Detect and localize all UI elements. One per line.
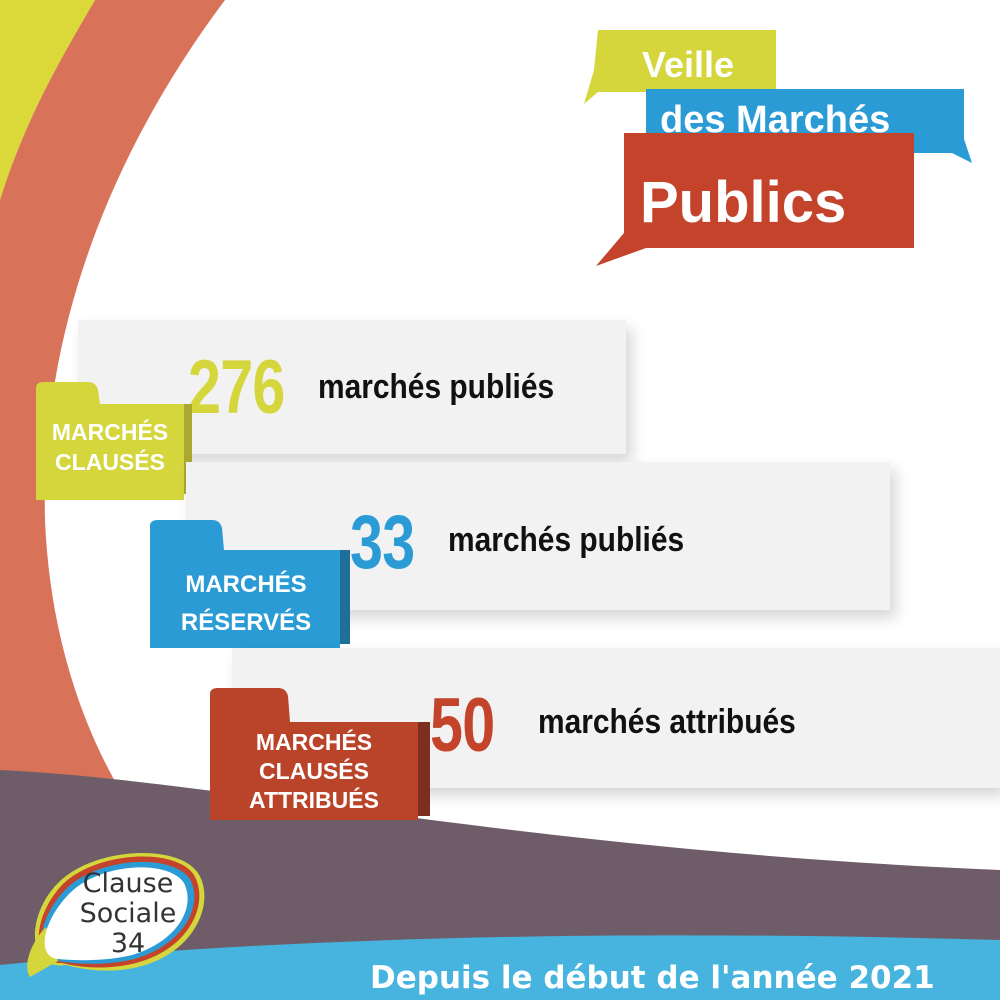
tag-1-line-1: MARCHÉS — [51, 419, 169, 445]
tag-3-line-1: MARCHÉS — [255, 729, 373, 755]
tag-2-line-2: RÉSERVÉS — [180, 609, 312, 637]
stat-number-2: 33 — [350, 500, 415, 585]
tag-marches-clauses-attribues: MARCHÉS CLAUSÉS ATTRIBUÉS — [210, 688, 430, 820]
logo-line-1: Clause — [82, 868, 174, 899]
folder-shape-blue — [150, 520, 350, 648]
tag-text-3: MARCHÉS CLAUSÉS ATTRIBUÉS — [210, 728, 418, 814]
coral-swoosh — [0, 0, 225, 790]
tag-1-line-2: CLAUSÉS — [55, 448, 165, 475]
folder-shape-red — [210, 688, 430, 820]
tag-marches-reserves: MARCHÉS RÉSERVÉS — [150, 520, 350, 648]
logo-bubble-icon — [27, 852, 205, 977]
title-bubble-publics: Publics — [596, 133, 914, 268]
logo-text: Clause Sociale 34 — [58, 868, 198, 960]
stat-label-3: marchés attribués — [538, 703, 796, 741]
title-line-1: Veille — [642, 44, 735, 85]
stat-number-3: 50 — [430, 683, 495, 768]
stat-number-1: 276 — [188, 345, 285, 430]
tag-marches-clauses: MARCHÉS CLAUSÉS — [36, 382, 192, 500]
bubble-shape-red — [596, 133, 914, 266]
logo-line-3: 34 — [110, 928, 146, 960]
clause-sociale-logo: Clause Sociale 34 — [18, 845, 208, 977]
tag-text-2: MARCHÉS RÉSERVÉS — [150, 566, 342, 643]
tag-2-line-1: MARCHÉS — [185, 571, 307, 598]
bubble-shape-yellow — [584, 30, 776, 104]
title-line-3: Publics — [640, 170, 847, 235]
tag-3-line-3: ATTRIBUÉS — [249, 786, 379, 813]
footer-text: Depuis le début de l'année 2021 — [370, 960, 935, 996]
stat-label-2: marchés publiés — [448, 521, 685, 559]
title-bubble-veille: Veille — [584, 30, 776, 104]
tag-3-line-2: CLAUSÉS — [259, 757, 369, 784]
sky-band — [0, 935, 1000, 1000]
tag-text-1: MARCHÉS CLAUSÉS — [36, 418, 184, 478]
stat-label-1: marchés publiés — [318, 368, 555, 406]
logo-line-2: Sociale — [79, 898, 177, 930]
yellow-swoosh — [0, 0, 95, 200]
